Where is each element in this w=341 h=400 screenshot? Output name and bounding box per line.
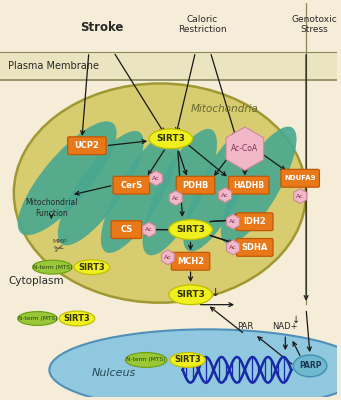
Ellipse shape xyxy=(18,312,57,325)
Text: Ac: Ac xyxy=(229,245,237,250)
Text: N-term (MTS): N-term (MTS) xyxy=(33,265,72,270)
Polygon shape xyxy=(227,240,239,255)
Polygon shape xyxy=(0,2,337,52)
Ellipse shape xyxy=(49,329,341,400)
Ellipse shape xyxy=(221,126,297,244)
Text: Ac: Ac xyxy=(296,194,304,198)
Text: SIRT3: SIRT3 xyxy=(64,314,90,323)
Ellipse shape xyxy=(101,131,180,253)
FancyBboxPatch shape xyxy=(228,176,269,194)
Polygon shape xyxy=(294,189,307,204)
FancyBboxPatch shape xyxy=(171,252,210,270)
Ellipse shape xyxy=(58,131,144,245)
Text: Ac: Ac xyxy=(229,219,237,224)
Text: IDH2: IDH2 xyxy=(243,217,266,226)
Text: Mitochondria: Mitochondria xyxy=(191,104,259,114)
Text: SDHA: SDHA xyxy=(241,243,268,252)
FancyBboxPatch shape xyxy=(113,176,150,194)
Text: NAD+: NAD+ xyxy=(272,322,298,331)
Text: SIRT3: SIRT3 xyxy=(176,290,205,299)
Polygon shape xyxy=(227,214,239,229)
FancyBboxPatch shape xyxy=(236,213,273,231)
Text: MMP: MMP xyxy=(52,239,66,244)
Text: Stroke: Stroke xyxy=(80,21,123,34)
Text: Caloric
Restriction: Caloric Restriction xyxy=(178,14,227,34)
Text: ✂: ✂ xyxy=(53,242,66,257)
Polygon shape xyxy=(143,222,155,237)
Text: Ac: Ac xyxy=(172,196,180,200)
Ellipse shape xyxy=(59,311,95,326)
Ellipse shape xyxy=(143,129,217,255)
Ellipse shape xyxy=(18,121,117,235)
Ellipse shape xyxy=(125,352,167,367)
Text: SIRT3: SIRT3 xyxy=(174,356,201,364)
Text: CS: CS xyxy=(120,225,133,234)
FancyBboxPatch shape xyxy=(281,169,320,187)
Ellipse shape xyxy=(293,355,327,377)
Polygon shape xyxy=(0,80,337,398)
Text: UCP2: UCP2 xyxy=(74,141,99,150)
Text: CerS: CerS xyxy=(120,181,143,190)
Text: NDUFA9: NDUFA9 xyxy=(284,175,316,181)
Ellipse shape xyxy=(183,129,255,252)
Ellipse shape xyxy=(14,84,306,303)
Text: ↓: ↓ xyxy=(292,316,300,326)
Ellipse shape xyxy=(170,352,205,367)
Text: SIRT3: SIRT3 xyxy=(78,263,105,272)
Text: Mitochondrial
Function: Mitochondrial Function xyxy=(25,198,78,218)
Text: ↓: ↓ xyxy=(210,288,220,298)
Text: N-term (MTS): N-term (MTS) xyxy=(18,316,57,321)
Text: PDHB: PDHB xyxy=(182,181,209,190)
Text: Ac: Ac xyxy=(145,227,153,232)
Polygon shape xyxy=(150,171,162,186)
Text: PAR: PAR xyxy=(237,322,253,331)
Ellipse shape xyxy=(33,260,72,274)
Text: MCH2: MCH2 xyxy=(177,257,204,266)
Text: Ac: Ac xyxy=(164,255,172,260)
Polygon shape xyxy=(219,188,232,202)
Polygon shape xyxy=(161,250,174,265)
Text: HADHB: HADHB xyxy=(233,181,264,190)
Ellipse shape xyxy=(169,220,212,240)
Ellipse shape xyxy=(169,285,212,305)
Text: PARP: PARP xyxy=(299,361,321,370)
Text: Ac: Ac xyxy=(152,176,160,181)
Text: SIRT3: SIRT3 xyxy=(176,225,205,234)
Text: N-term (MTS): N-term (MTS) xyxy=(127,358,166,362)
Text: Plasma Membrane: Plasma Membrane xyxy=(8,61,99,71)
FancyBboxPatch shape xyxy=(236,238,273,256)
Text: Genotoxic
Stress: Genotoxic Stress xyxy=(291,14,337,34)
Polygon shape xyxy=(226,127,264,170)
FancyBboxPatch shape xyxy=(68,137,106,154)
Text: Cytoplasm: Cytoplasm xyxy=(8,276,63,286)
Text: Nulceus: Nulceus xyxy=(91,368,136,378)
Polygon shape xyxy=(169,191,182,206)
Polygon shape xyxy=(0,52,337,80)
FancyBboxPatch shape xyxy=(111,221,142,238)
Text: SIRT3: SIRT3 xyxy=(157,134,185,143)
Ellipse shape xyxy=(149,129,193,149)
Text: Ac: Ac xyxy=(221,192,229,198)
FancyBboxPatch shape xyxy=(176,176,215,194)
Text: Ac-CoA: Ac-CoA xyxy=(231,144,258,153)
Ellipse shape xyxy=(74,260,109,274)
